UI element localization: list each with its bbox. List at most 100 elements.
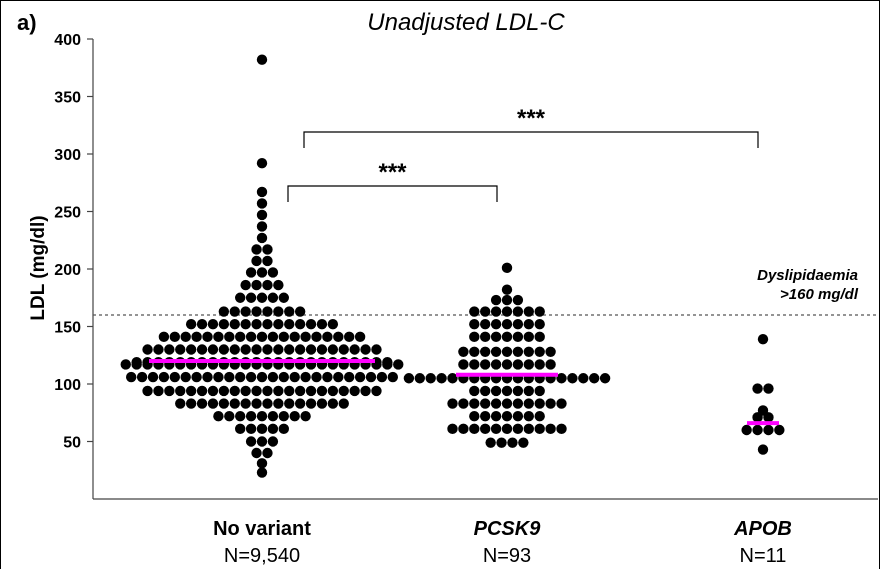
data-point: [512, 319, 524, 330]
data-point: [278, 411, 289, 422]
data-point: [469, 423, 480, 435]
data-point: [153, 344, 164, 355]
y-tick-label: 50: [63, 435, 81, 452]
data-point: [180, 331, 191, 343]
data-point: [251, 244, 262, 255]
data-point: [512, 331, 524, 343]
data-point: [469, 306, 480, 317]
data-point: [458, 423, 469, 435]
data-point: [480, 411, 491, 422]
data-point: [501, 319, 513, 330]
data-point: [403, 373, 415, 384]
category-count-label: N=93: [483, 545, 531, 567]
data-point: [501, 294, 513, 306]
data-point: [229, 398, 240, 409]
data-point: [387, 371, 398, 383]
data-point: [229, 385, 240, 397]
data-point: [480, 359, 491, 370]
data-point: [534, 319, 545, 330]
data-point: [354, 331, 366, 343]
data-point: [338, 344, 349, 355]
data-point: [327, 385, 339, 397]
data-point: [523, 319, 534, 330]
data-point: [175, 344, 186, 355]
data-point: [371, 344, 382, 355]
data-point: [327, 344, 339, 355]
threshold-label-line2: >160 mg/dl: [780, 286, 859, 303]
data-point: [501, 346, 513, 357]
data-point: [267, 423, 279, 435]
data-point: [158, 331, 170, 343]
data-point: [185, 344, 197, 355]
data-point: [447, 373, 458, 384]
data-point: [245, 267, 257, 278]
data-point: [322, 331, 333, 343]
data-point: [245, 331, 257, 343]
data-point: [523, 398, 534, 409]
category-label: No variant: [213, 518, 311, 540]
data-point: [207, 319, 219, 330]
data-point: [245, 411, 257, 422]
data-point: [245, 436, 257, 447]
data-point: [284, 398, 295, 409]
data-point: [256, 158, 268, 169]
data-point: [131, 359, 142, 370]
data-point: [763, 383, 774, 394]
data-point: [262, 398, 273, 409]
data-point: [224, 331, 235, 343]
data-point: [501, 306, 513, 317]
data-point: [534, 398, 545, 409]
data-point: [164, 385, 175, 397]
data-point: [360, 344, 371, 355]
data-point: [507, 437, 518, 448]
data-point: [534, 331, 545, 343]
data-point: [267, 331, 279, 343]
data-point: [344, 371, 355, 383]
data-point: [267, 371, 279, 383]
data-point: [327, 319, 339, 330]
data-point: [774, 424, 785, 436]
data-point: [490, 411, 502, 422]
data-point: [256, 423, 268, 435]
y-tick-label: 250: [54, 205, 81, 222]
data-point: [469, 411, 480, 422]
data-point: [245, 423, 257, 435]
data-point: [256, 411, 268, 422]
data-point: [235, 423, 246, 435]
data-point: [218, 306, 230, 317]
mean-lines: [149, 359, 779, 426]
data-point: [273, 398, 284, 409]
data-point: [534, 306, 545, 317]
data-point: [523, 331, 534, 343]
data-point: [273, 344, 284, 355]
y-axis-label: LDL (mg/dl): [28, 215, 49, 320]
data-point: [175, 398, 186, 409]
data-point: [262, 385, 273, 397]
chart-title: Unadjusted LDL-C: [367, 9, 565, 36]
y-tick-label: 350: [54, 90, 81, 107]
data-point: [240, 306, 251, 317]
data-point: [371, 385, 382, 397]
data-point: [534, 346, 545, 357]
data-point: [518, 437, 529, 448]
data-point: [289, 411, 300, 422]
data-point: [251, 319, 262, 330]
data-point: [207, 344, 219, 355]
data-point: [360, 385, 371, 397]
data-point: [164, 344, 175, 355]
data-point: [490, 319, 502, 330]
data-point: [333, 371, 344, 383]
data-point: [251, 447, 262, 459]
data-point: [294, 344, 306, 355]
data-point: [300, 411, 311, 422]
data-points: [120, 54, 785, 478]
data-point: [169, 371, 180, 383]
data-point: [545, 423, 556, 435]
data-point: [142, 344, 153, 355]
data-point: [512, 359, 524, 370]
data-point: [224, 411, 235, 422]
data-point: [485, 437, 496, 448]
y-ticks: 50 100 150 200 250 300 350 400: [54, 32, 93, 452]
data-point: [316, 344, 328, 355]
